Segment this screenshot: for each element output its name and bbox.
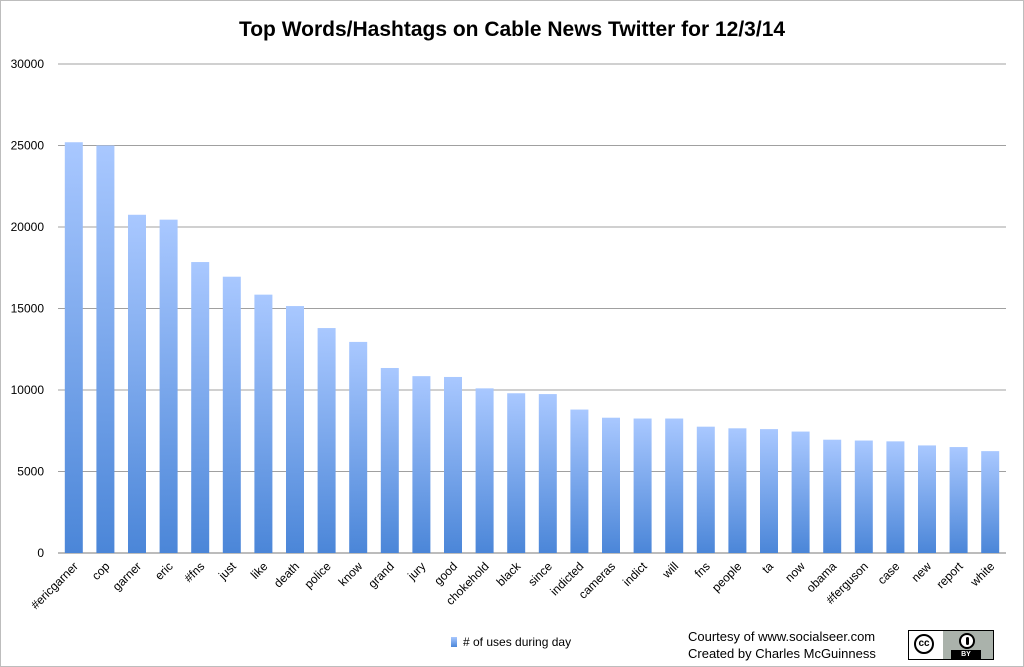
chart-title: Top Words/Hashtags on Cable News Twitter… — [238, 18, 786, 41]
cc-icon: cc — [914, 634, 934, 654]
cc-badge-left: cc — [909, 631, 943, 659]
bar-people — [728, 428, 747, 553]
x-tick-label: grand — [365, 559, 397, 591]
bar-now — [791, 431, 810, 553]
x-tick-label: know — [336, 559, 366, 589]
bar-obama — [823, 439, 842, 553]
by-label: BY — [951, 650, 981, 659]
y-tick-label: 15000 — [11, 302, 45, 316]
person-icon — [966, 637, 969, 645]
x-tick-label: now — [782, 559, 808, 585]
bar-grand — [380, 367, 399, 553]
bar-cop — [96, 145, 115, 553]
x-tick-label: white — [967, 559, 998, 590]
bar-white — [981, 451, 1000, 553]
bar-just — [222, 276, 241, 553]
x-tick-label: #fns — [181, 559, 207, 585]
bar-know — [349, 341, 368, 553]
attribution-icon — [959, 633, 975, 649]
bar-like — [254, 294, 273, 553]
bar-new — [918, 445, 936, 553]
bar-indict — [633, 418, 652, 553]
x-tick-label: garner — [110, 559, 144, 593]
bar-garner — [128, 214, 146, 553]
bar-case — [886, 441, 905, 553]
bar-report — [949, 447, 968, 553]
x-tick-label: death — [271, 559, 302, 590]
gridlines — [58, 63, 1006, 554]
x-tick-label: ta — [759, 559, 776, 576]
bar-death — [286, 306, 304, 553]
x-tick-label: #ericgarner — [28, 559, 81, 612]
x-tick-label: will — [659, 559, 681, 581]
credit-author: Created by Charles McGuinness — [688, 646, 876, 661]
x-tick-label: just — [215, 559, 239, 583]
y-tick-label: 10000 — [11, 383, 45, 397]
credit-source: Courtesy of www.socialseer.com — [688, 629, 876, 644]
x-tick-label: indict — [620, 559, 650, 589]
legend-label: # of uses during day — [463, 635, 572, 649]
x-tick-label: case — [875, 559, 903, 587]
x-tick-label: fns — [692, 559, 713, 580]
bars — [64, 142, 1000, 554]
x-tick-label: report — [934, 559, 967, 592]
legend-swatch — [451, 637, 457, 647]
x-tick-label: like — [248, 559, 271, 582]
y-axis-ticks: 0 5000 10000 15000 20000 25000 30000 — [11, 57, 45, 560]
bar-hash-ferguson — [854, 440, 873, 553]
legend: # of uses during day — [451, 635, 571, 649]
y-tick-label: 5000 — [17, 465, 44, 479]
bar-hash-ericgarner — [64, 142, 83, 554]
x-tick-label: new — [909, 559, 935, 585]
bar-chokehold — [475, 388, 494, 553]
x-tick-label: people — [709, 559, 745, 595]
y-tick-label: 0 — [37, 546, 44, 560]
y-tick-label: 30000 — [11, 57, 45, 71]
bar-eric — [159, 219, 178, 554]
bar-black — [507, 393, 526, 553]
x-tick-label: eric — [152, 559, 176, 583]
cc-license-badge: cc BY — [908, 630, 994, 660]
bar-since — [538, 394, 557, 553]
bar-fns — [696, 426, 715, 553]
y-tick-label: 25000 — [11, 139, 45, 153]
x-tick-label: black — [494, 559, 524, 589]
x-tick-label: jury — [404, 559, 428, 583]
x-tick-label: good — [431, 559, 460, 588]
y-tick-label: 20000 — [11, 220, 45, 234]
x-tick-label: police — [302, 559, 334, 591]
bar-good — [444, 376, 462, 553]
x-tick-label: cop — [89, 559, 113, 583]
bar-hash-fns — [191, 262, 210, 553]
bar-indicted — [570, 409, 589, 553]
bar-police — [317, 328, 336, 553]
bar-ta — [760, 429, 778, 553]
bar-will — [665, 418, 684, 553]
bar-cameras — [602, 417, 620, 553]
bar-jury — [412, 376, 431, 553]
credits: Courtesy of www.socialseer.com Created b… — [688, 628, 876, 662]
